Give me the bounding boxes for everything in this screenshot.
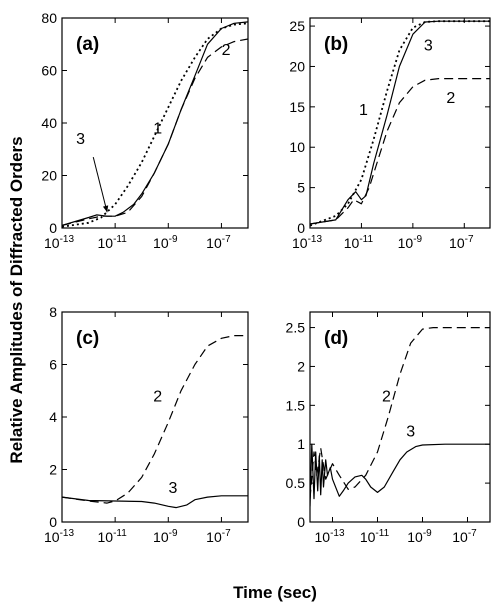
y-tick-label: 1 <box>297 436 305 452</box>
x-tick-label: 10-13 <box>314 528 344 545</box>
y-tick-label: 0 <box>49 220 57 236</box>
x-tick-label: 10-13 <box>292 234 322 251</box>
y-tick-label: 2.5 <box>286 320 306 336</box>
series-line-3 <box>310 20 490 225</box>
series-line-1 <box>310 20 490 227</box>
curve-label-2: 2 <box>446 90 455 107</box>
y-tick-label: 0 <box>297 514 305 530</box>
x-tick-label: 10-9 <box>398 234 423 251</box>
y-tick-label: 0.5 <box>286 475 306 491</box>
x-tick-label: 10-13 <box>44 234 74 251</box>
curve-label-2: 2 <box>382 388 391 405</box>
curve-label-2: 2 <box>222 42 231 59</box>
series-line-2 <box>310 77 490 225</box>
y-tick-label: 5 <box>297 180 305 196</box>
x-tick-label: 10-11 <box>360 528 390 545</box>
series-group <box>310 327 490 507</box>
curve-label-2: 2 <box>153 388 162 405</box>
y-tick-label: 10 <box>289 139 305 155</box>
curve-label-3: 3 <box>406 423 415 440</box>
x-tick-label: 10-11 <box>97 234 127 251</box>
chart-panel-1: 10-13 10-11 10-9 10-7 0 20 40 60 80 1 2 3 (a) <box>41 10 249 251</box>
series-group <box>62 335 248 509</box>
y-tick-label: 20 <box>41 168 57 184</box>
y-tick-label: 20 <box>289 58 305 74</box>
y-tick-label: 1.5 <box>286 397 306 413</box>
series-line-3 <box>62 21 248 226</box>
y-tick-label: 25 <box>289 18 305 34</box>
chart-panel-3: 10-13 10-11 10-9 10-7 0 2 4 6 8 2 3 (c) <box>44 304 249 545</box>
series-line-2 <box>310 327 490 499</box>
y-tick-label: 6 <box>49 357 57 373</box>
x-tick-label: 10-7 <box>206 234 231 251</box>
series-group <box>62 21 248 228</box>
x-tick-label: 10-9 <box>407 528 432 545</box>
plot-frame <box>309 311 491 523</box>
curve-label-3: 3 <box>424 37 433 54</box>
curve-label-3: 3 <box>169 480 178 497</box>
annotation-arrowhead <box>102 205 109 213</box>
x-tick-label: 10-9 <box>153 528 178 545</box>
curve-label-1: 1 <box>153 121 162 138</box>
x-tick-label: 10-11 <box>97 528 127 545</box>
y-axis-label: Relative Amplitudes of Diffracted Orders <box>7 136 26 463</box>
panel-label: (d) <box>324 328 348 349</box>
x-axis-label: Time (sec) <box>233 583 317 602</box>
plot-frame <box>309 17 491 229</box>
series-line-3 <box>62 495 248 509</box>
x-tick-label: 10-11 <box>344 234 374 251</box>
panel-label: (b) <box>324 34 348 55</box>
y-tick-label: 2 <box>49 462 57 478</box>
panel-label: (c) <box>76 328 99 349</box>
x-tick-label: 10-13 <box>44 528 74 545</box>
series-line-3 <box>310 443 490 507</box>
curve-label-1: 1 <box>359 102 368 119</box>
y-tick-label: 4 <box>49 409 57 425</box>
chart-panel-2: 10-13 10-11 10-9 10-7 0 5 10 15 20 25 1 2 3 (b) <box>289 17 491 251</box>
y-tick-label: 80 <box>41 10 57 26</box>
y-tick-label: 0 <box>49 514 57 530</box>
y-tick-label: 15 <box>289 99 305 115</box>
x-tick-label: 10-7 <box>449 234 474 251</box>
y-tick-label: 40 <box>41 115 57 131</box>
series-group <box>310 20 490 227</box>
y-tick-label: 2 <box>297 358 305 374</box>
x-tick-label: 10-7 <box>206 528 231 545</box>
annotation-arrow <box>92 157 108 213</box>
y-tick-label: 0 <box>297 220 305 236</box>
curve-label-3: 3 <box>76 131 85 148</box>
y-tick-label: 60 <box>41 63 57 79</box>
x-tick-label: 10-7 <box>452 528 477 545</box>
chart-panel-4: 10-13 10-11 10-9 10-7 0 0.5 1 1.5 2 2.5 2 3 (d) <box>286 311 491 545</box>
x-tick-label: 10-9 <box>153 234 178 251</box>
panel-label: (a) <box>76 34 99 55</box>
y-tick-label: 8 <box>49 304 57 320</box>
series-line-2 <box>62 335 248 504</box>
